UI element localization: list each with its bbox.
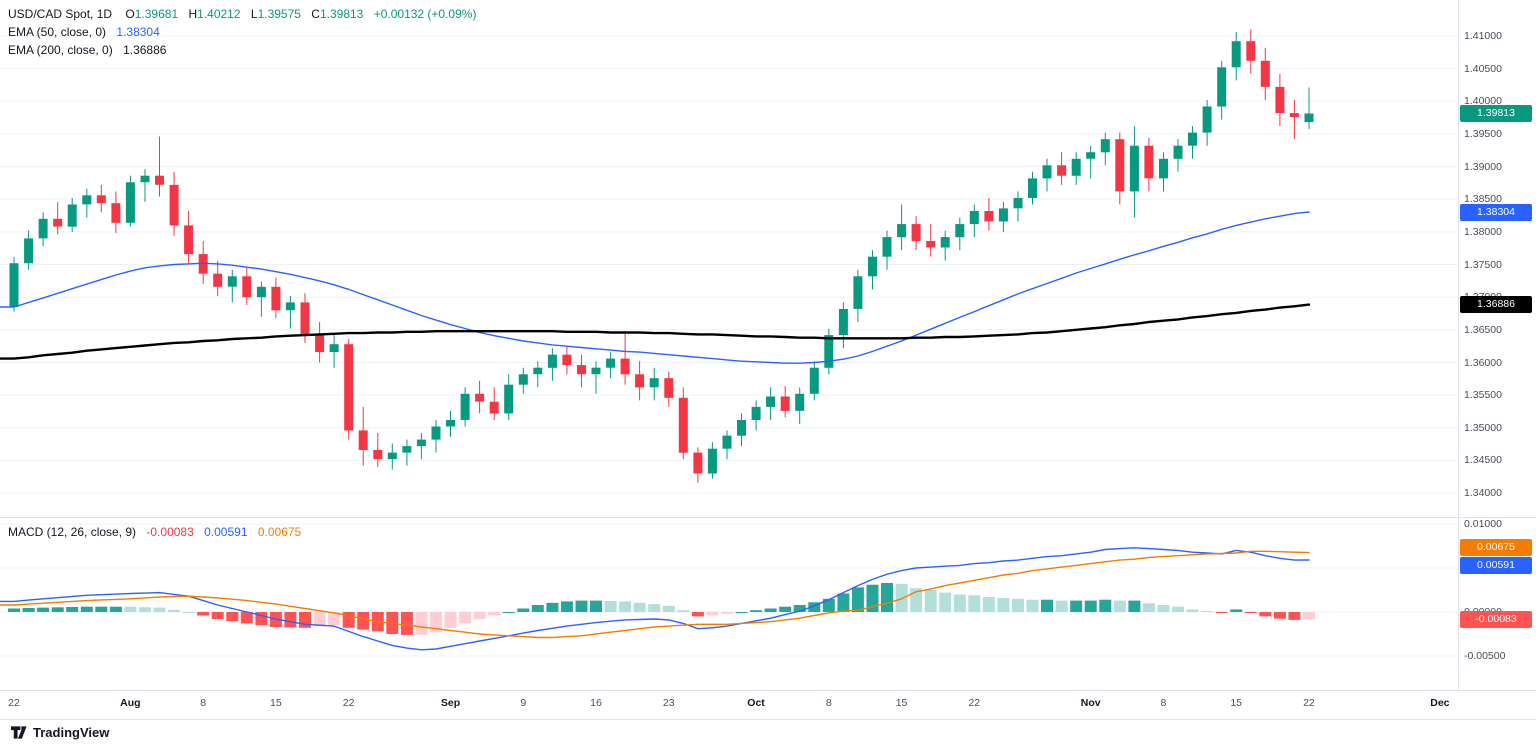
time-tick-label: 22 [342,697,355,709]
macd-hist-value: -0.00083 [146,525,194,539]
macd-label: MACD (12, 26, close, 9) [8,525,137,539]
price-tick-label: 1.39500 [1464,127,1502,140]
low-label: L [250,7,258,21]
macd-tick-label: -0.00500 [1464,650,1506,662]
tradingview-logo-link[interactable]: TradingView [10,725,109,740]
low-value: 1.39575 [257,7,301,21]
price-tick-label: 1.35500 [1464,389,1502,402]
ema200-legend-row[interactable]: EMA (200, close, 0) 1.36886 [8,41,166,59]
ema50-legend-row[interactable]: EMA (50, close, 0) 1.38304 [8,23,160,41]
open-label: O [125,7,135,21]
macd-tick-label: 0.01000 [1464,518,1502,530]
price-tick-label: 1.34500 [1464,454,1502,467]
price-tick-label: 1.40000 [1464,95,1502,108]
time-tick-label: 8 [825,697,832,709]
price-tick-label: 1.39000 [1464,160,1502,173]
price-tick-label: 1.36500 [1464,323,1502,336]
time-tick-label: Aug [120,697,141,709]
time-tick-label: 8 [200,697,207,709]
symbol-legend-row[interactable]: USD/CAD Spot, 1D O1.39681 H1.40212 L1.39… [8,5,476,23]
footer-bar: TradingView [0,719,1536,744]
price-tick-label: 1.38500 [1464,193,1502,206]
time-tick-label: Dec [1430,697,1450,709]
price-tick-label: 1.37500 [1464,258,1502,271]
time-tick-label: 16 [590,697,602,709]
change-value: +0.00132 (+0.09%) [373,7,477,21]
axis-badge: 1.36886 [1460,296,1532,314]
price-tick-label: 1.35000 [1464,421,1502,434]
time-tick-label: 15 [895,697,908,709]
axis-badge: 0.00675 [1460,538,1532,556]
time-tick-label: 15 [1230,697,1243,709]
price-tick-label: 1.36000 [1464,356,1502,369]
ema200-label: EMA (200, close, 0) [8,43,113,57]
close-label: C [311,7,320,21]
high-label: H [188,7,198,21]
close-value: 1.39813 [319,7,364,21]
axis-badge: 1.39813 [1460,105,1532,122]
high-value: 1.40212 [197,7,241,21]
open-value: 1.39681 [134,7,179,21]
time-tick-label: Sep [440,697,461,709]
macd-line-value: 0.00591 [204,525,248,539]
symbol-title: USD/CAD Spot, 1D [8,7,113,21]
time-tick-label: 8 [1160,697,1167,709]
time-tick-label: 9 [520,697,527,709]
ema200-value: 1.36886 [123,43,167,57]
tradingview-logo-icon [10,725,27,739]
price-tick-label: 1.38000 [1464,225,1502,238]
ema50-label: EMA (50, close, 0) [8,25,107,39]
axis-badge: -0.00083 [1460,610,1532,628]
axis-badge: 1.38304 [1460,203,1532,221]
time-tick-label: 15 [270,697,282,709]
ema50-value: 1.38304 [116,25,160,39]
price-tick-label: 1.41000 [1464,30,1502,42]
time-tick-label: 22 [8,697,20,709]
time-tick-label: 22 [968,697,981,709]
time-tick-label: Oct [747,697,765,709]
time-tick-label: Nov [1080,697,1101,709]
price-tick-label: 1.34000 [1464,487,1502,500]
time-tick-label: 22 [1303,697,1315,709]
price-tick-label: 1.40500 [1464,62,1502,75]
macd-legend-row[interactable]: MACD (12, 26, close, 9) -0.00083 0.00591… [8,523,301,541]
axis-badge: 0.00591 [1460,556,1532,574]
tradingview-brand-text: TradingView [33,724,110,740]
time-tick-label: 23 [662,697,675,709]
macd-signal-value: 0.00675 [257,525,302,539]
